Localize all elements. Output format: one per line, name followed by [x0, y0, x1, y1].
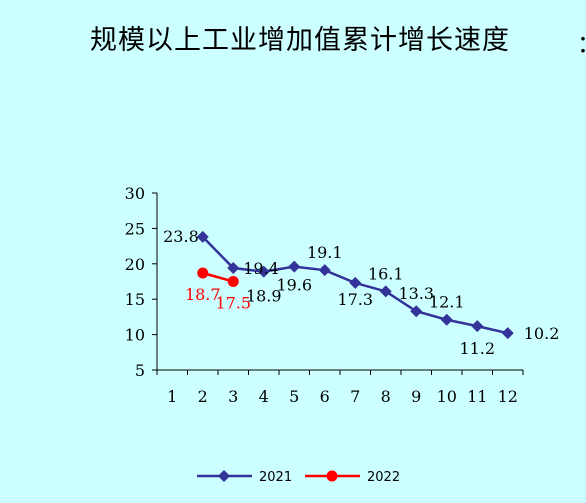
- data-label: 10.2: [524, 324, 560, 343]
- legend: 2021 2022: [197, 470, 400, 485]
- x-tick-label: 6: [320, 387, 330, 406]
- data-point: [196, 230, 209, 243]
- x-tick-label: 8: [381, 387, 391, 406]
- data-point: [379, 285, 392, 298]
- y-tick-label: 25: [125, 219, 145, 238]
- x-tick-label: 5: [289, 387, 299, 406]
- x-tick-label: 12: [498, 387, 518, 406]
- data-label: 17.3: [337, 290, 373, 309]
- data-point: [257, 265, 270, 278]
- x-tick-label: 4: [259, 387, 269, 406]
- data-label: 17.5: [215, 294, 251, 313]
- data-label: 18.9: [246, 287, 282, 306]
- data-label: 19.6: [276, 276, 312, 295]
- y-tick-label: 20: [125, 255, 145, 274]
- data-point: [197, 267, 209, 279]
- y-tick-label: 15: [125, 290, 145, 309]
- data-labels: 23.8 19.4 18.919.6 19.1 17.3 16.113.312.1 11.2…: [163, 227, 559, 358]
- x-tick-label: 9: [411, 387, 421, 406]
- data-label: 13.3: [398, 284, 434, 303]
- legend-label-2022: 2022: [367, 470, 400, 485]
- data-label: 19.4: [243, 259, 279, 278]
- data-point: [471, 320, 484, 333]
- x-tick-label: 3: [228, 387, 238, 406]
- data-label: 12.1: [429, 293, 465, 312]
- legend-label-2021: 2021: [259, 470, 292, 485]
- legend-marker: [326, 470, 338, 482]
- x-tick-label: 7: [350, 387, 360, 406]
- y-tick-label: 30: [125, 184, 145, 203]
- data-point: [227, 262, 240, 275]
- data-label: 23.8: [163, 227, 199, 246]
- data-point: [227, 276, 239, 287]
- data-point: [318, 264, 331, 277]
- data-label: 19.1: [307, 243, 343, 262]
- series-layer: [196, 230, 514, 340]
- cropped-punctuation: ：: [577, 30, 586, 58]
- y-tick-label: 10: [125, 326, 145, 345]
- chart-title: 规模以上工业增加值累计增长速度: [90, 25, 510, 56]
- data-label: 18.7: [185, 285, 221, 304]
- legend-marker: [218, 470, 230, 482]
- data-label: 11.2: [459, 339, 495, 358]
- x-tick-label: 1: [167, 387, 177, 406]
- x-tick-label: 2: [198, 387, 208, 406]
- data-point: [440, 313, 453, 326]
- data-label: 16.1: [368, 264, 404, 283]
- y-tick-label: 5: [135, 361, 145, 380]
- data-point: [501, 327, 514, 340]
- data-point: [349, 276, 362, 289]
- data-point: [288, 260, 301, 273]
- x-tick-label: 11: [467, 387, 487, 406]
- data-point: [410, 305, 423, 318]
- x-tick-label: 10: [437, 387, 457, 406]
